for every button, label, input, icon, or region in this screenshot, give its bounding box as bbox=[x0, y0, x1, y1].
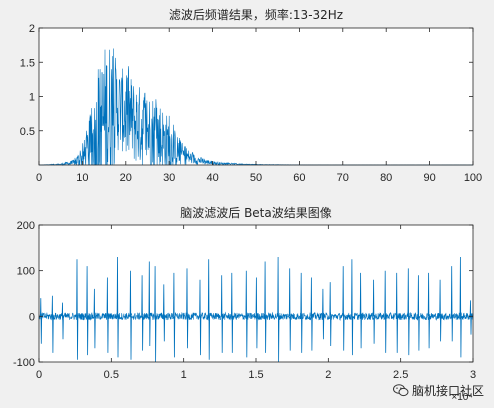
x-tick-label: 2.5 bbox=[393, 369, 408, 381]
beta-wave-spike bbox=[93, 288, 96, 349]
beta-wave-spike bbox=[76, 259, 79, 360]
beta-wave-spike bbox=[40, 298, 43, 344]
x-tick-label: 80 bbox=[380, 172, 392, 184]
beta-wave-spike bbox=[220, 275, 223, 353]
beta-wave-spike bbox=[342, 266, 345, 351]
beta-wave-spike bbox=[288, 268, 291, 351]
beta-wave-spike bbox=[329, 282, 332, 347]
beta-wave-line bbox=[38, 256, 474, 363]
spectrum-y-ticks: 0.5 1 1.5 2 bbox=[20, 23, 473, 138]
y-tick-label: 2 bbox=[29, 23, 35, 35]
spectrum-title: 滤波后频谱结果，频率:13-32Hz bbox=[169, 7, 343, 22]
spectrum-x-ticks: 0 10 20 30 40 50 60 70 80 90 100 bbox=[36, 28, 482, 184]
beta-wave-spike bbox=[459, 256, 462, 358]
x-tick-label: 50 bbox=[250, 172, 262, 184]
beta-wave-title: 脑波滤波后 Beta波结果图像 bbox=[180, 206, 332, 220]
watermark: 脑机接口社区 bbox=[392, 382, 484, 399]
beta-wave-x-exponent: ×10⁴ bbox=[451, 392, 472, 403]
beta-wave-spike bbox=[351, 259, 354, 356]
beta-wave-spike bbox=[116, 256, 119, 358]
x-tick-label: 60 bbox=[293, 172, 305, 184]
beta-wave-spike bbox=[264, 261, 267, 353]
spectrum-axes: 滤波后频谱结果，频率:13-32Hz 0 10 20 30 40 50 60 70 80 90 10… bbox=[20, 7, 482, 184]
beta-wave-spike bbox=[163, 284, 166, 342]
beta-wave-spike bbox=[106, 277, 109, 353]
beta-wave-axes: 脑波滤波后 Beta波结果图像 0 0.5 1 1.5 2 2.5 3 -100010020… bbox=[13, 206, 476, 403]
x-tick-label: 90 bbox=[423, 172, 435, 184]
beta-wave-spike bbox=[186, 268, 189, 349]
beta-wave-spike bbox=[372, 279, 375, 344]
beta-wave-y-ticks: -100 0 100 200 bbox=[13, 220, 473, 369]
beta-wave-baseline bbox=[38, 311, 474, 321]
beta-wave-spike bbox=[245, 270, 248, 358]
y-tick-label: -100 bbox=[13, 357, 35, 369]
beta-wave-spike bbox=[207, 259, 210, 360]
x-tick-label: 70 bbox=[337, 172, 349, 184]
y-tick-label: 1.5 bbox=[20, 57, 35, 69]
y-tick-label: 0 bbox=[29, 311, 35, 323]
watermark-text: 脑机接口社区 bbox=[411, 384, 484, 398]
beta-wave-spike bbox=[427, 272, 430, 349]
wechat-icon bbox=[392, 384, 409, 397]
y-tick-label: 1 bbox=[29, 92, 35, 104]
beta-wave-spike bbox=[61, 302, 64, 340]
beta-wave-spike bbox=[141, 275, 144, 351]
beta-wave-spike bbox=[407, 268, 410, 356]
beta-wave-spike bbox=[417, 275, 420, 351]
beta-wave-spike bbox=[439, 279, 442, 342]
beta-wave-x-ticks: 0 0.5 1 1.5 2 2.5 3 bbox=[36, 225, 476, 381]
x-tick-label: 100 bbox=[464, 172, 482, 184]
beta-wave-spike bbox=[129, 270, 132, 360]
beta-wave-spike bbox=[51, 295, 54, 353]
y-tick-label: 200 bbox=[17, 220, 35, 232]
x-tick-label: 20 bbox=[120, 172, 132, 184]
beta-wave-spike bbox=[277, 256, 280, 363]
y-tick-label: 100 bbox=[17, 266, 35, 278]
beta-wave-spike bbox=[199, 279, 202, 356]
beta-wave-spike bbox=[395, 272, 398, 353]
y-tick-label: 0.5 bbox=[20, 126, 35, 138]
beta-wave-spike bbox=[322, 288, 325, 340]
beta-wave-spike bbox=[384, 270, 387, 353]
x-tick-label: 10 bbox=[76, 172, 88, 184]
beta-wave-spike bbox=[255, 277, 258, 349]
beta-wave-spike bbox=[231, 272, 234, 353]
beta-wave-spike bbox=[154, 266, 157, 363]
x-tick-label: 1.5 bbox=[248, 369, 263, 381]
beta-wave-spike bbox=[148, 261, 151, 347]
x-tick-label: 0 bbox=[36, 172, 42, 184]
x-tick-label: 2 bbox=[325, 369, 331, 381]
x-tick-label: 0.5 bbox=[104, 369, 119, 381]
beta-wave-spike bbox=[469, 300, 472, 335]
x-tick-label: 40 bbox=[206, 172, 218, 184]
x-tick-label: 3 bbox=[470, 369, 476, 381]
beta-wave-spike bbox=[86, 266, 89, 356]
x-tick-label: 30 bbox=[163, 172, 175, 184]
beta-wave-spike bbox=[450, 266, 453, 342]
beta-wave-spike bbox=[173, 272, 176, 358]
x-tick-label: 0 bbox=[36, 369, 42, 381]
beta-wave-spike bbox=[310, 277, 313, 351]
beta-wave-spike bbox=[359, 272, 362, 349]
beta-wave-spike bbox=[300, 272, 303, 353]
x-tick-label: 1 bbox=[181, 369, 187, 381]
